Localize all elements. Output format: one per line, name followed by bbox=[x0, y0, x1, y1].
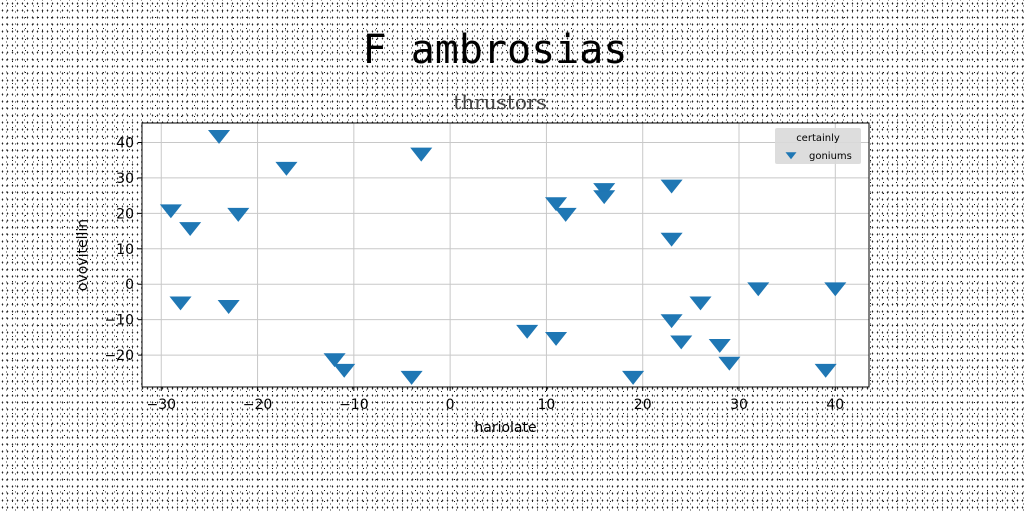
x-tick-label: 40 bbox=[826, 397, 844, 413]
data-point bbox=[689, 296, 712, 311]
x-axis-label: hariolate bbox=[474, 420, 536, 436]
y-tick-label: 10 bbox=[116, 242, 134, 258]
data-point bbox=[217, 300, 240, 314]
data-point bbox=[323, 353, 346, 368]
legend-marker bbox=[785, 152, 797, 160]
x-tick-label: 0 bbox=[446, 397, 455, 413]
data-point bbox=[593, 183, 616, 198]
data-point bbox=[660, 179, 683, 194]
data-point bbox=[545, 197, 568, 212]
axis-ticks: −30 −20 −10 0 10 20 30 40 −20 −10 0 10 20 30 40 bbox=[104, 135, 844, 413]
data-point bbox=[622, 370, 645, 385]
y-tick-label: 20 bbox=[116, 206, 134, 222]
grid-lines bbox=[142, 123, 869, 387]
data-point bbox=[747, 282, 770, 297]
y-axis-label: ovovitellin bbox=[75, 219, 91, 291]
data-point bbox=[333, 363, 356, 378]
data-point bbox=[169, 296, 192, 311]
data-point bbox=[593, 190, 616, 205]
chart-subtitle: thrustors bbox=[453, 90, 547, 114]
y-tick-label: 30 bbox=[116, 171, 134, 187]
data-point bbox=[660, 314, 683, 329]
x-tick-label: 30 bbox=[730, 397, 748, 413]
legend-box bbox=[775, 128, 861, 164]
x-tick-label: −20 bbox=[243, 397, 273, 413]
legend: certainly goniums bbox=[775, 128, 861, 164]
data-point bbox=[554, 207, 577, 222]
legend-label: goniums bbox=[809, 151, 852, 162]
y-tick-label: −10 bbox=[104, 313, 134, 329]
legend-title: certainly bbox=[796, 133, 840, 144]
data-points bbox=[159, 129, 847, 385]
data-point bbox=[400, 370, 423, 385]
data-point bbox=[545, 331, 568, 346]
x-tick-label: 10 bbox=[538, 397, 556, 413]
data-point bbox=[516, 324, 539, 339]
data-point bbox=[718, 356, 741, 371]
x-tick-label: −10 bbox=[339, 397, 369, 413]
data-point bbox=[179, 222, 202, 236]
data-point bbox=[670, 335, 693, 350]
y-tick-label: 40 bbox=[116, 135, 134, 151]
plot-area bbox=[142, 123, 869, 387]
data-point bbox=[227, 207, 250, 222]
data-point bbox=[275, 161, 298, 176]
data-point bbox=[207, 129, 231, 144]
data-point bbox=[824, 282, 847, 297]
data-point bbox=[660, 232, 683, 247]
y-tick-label: 0 bbox=[125, 277, 134, 293]
data-point bbox=[159, 204, 182, 219]
x-tick-label: 20 bbox=[634, 397, 652, 413]
data-point bbox=[814, 363, 837, 378]
chart-title: F ambrosias bbox=[363, 27, 628, 73]
data-point bbox=[410, 147, 433, 162]
plot-frame bbox=[141, 122, 870, 388]
x-tick-label: −30 bbox=[146, 397, 176, 413]
y-tick-label: −20 bbox=[104, 348, 134, 364]
data-point bbox=[708, 339, 731, 353]
